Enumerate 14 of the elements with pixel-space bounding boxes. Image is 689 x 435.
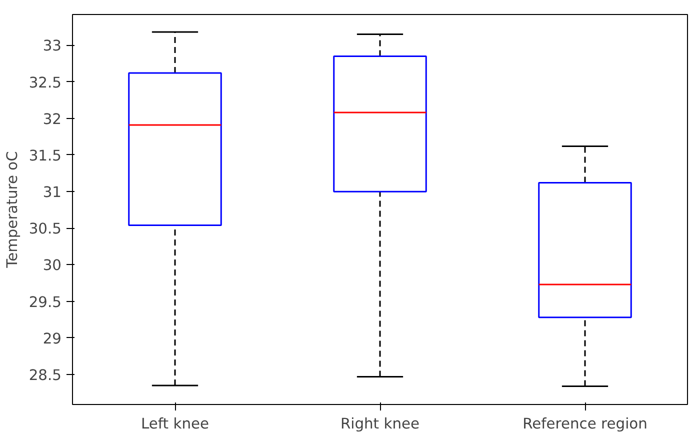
y-tick-label: 31: [42, 184, 62, 202]
x-tick-label: Left knee: [140, 416, 210, 432]
y-tick-label: 31.5: [28, 147, 62, 164]
x-tick-label: Reference region: [522, 416, 648, 432]
y-axis-title: Temperature oC: [4, 151, 21, 269]
y-tick-label: 29.5: [28, 294, 62, 311]
y-tick-label: 32.5: [28, 74, 62, 92]
x-tick-label: Right knee: [340, 416, 420, 432]
y-tick-label: 28.5: [28, 367, 62, 384]
y-tick-label: 30.5: [28, 220, 62, 238]
y-tick-label: 30: [42, 257, 62, 274]
y-tick-label: 32: [42, 110, 62, 128]
y-tick-label: 33: [42, 38, 62, 55]
y-tick-label: 29: [42, 330, 62, 348]
